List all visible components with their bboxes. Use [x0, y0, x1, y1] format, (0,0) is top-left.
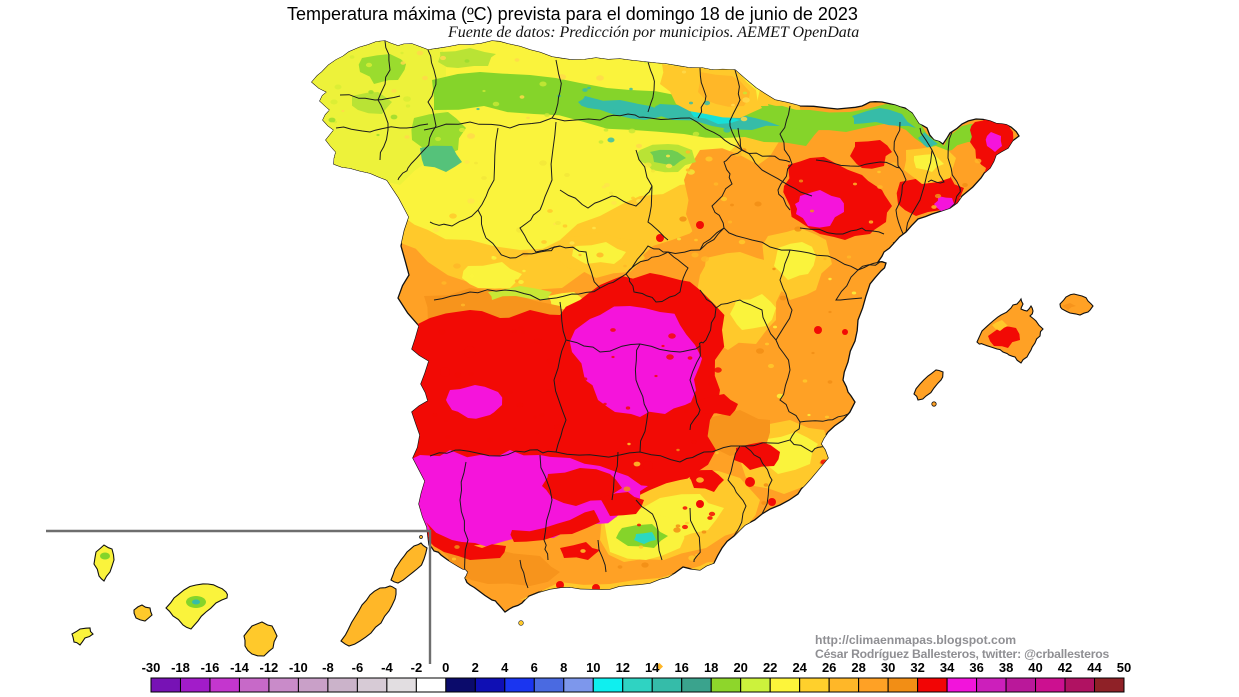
- svg-text:6: 6: [531, 660, 538, 675]
- svg-text:26: 26: [822, 660, 836, 675]
- svg-text:0: 0: [442, 660, 449, 675]
- svg-text:-8: -8: [322, 660, 334, 675]
- svg-text:34: 34: [940, 660, 955, 675]
- svg-text:44: 44: [1087, 660, 1102, 675]
- svg-text:12: 12: [616, 660, 630, 675]
- svg-text:18: 18: [704, 660, 718, 675]
- svg-text:-10: -10: [289, 660, 308, 675]
- svg-text:-30: -30: [142, 660, 161, 675]
- svg-text:-14: -14: [230, 660, 250, 675]
- svg-text:50: 50: [1117, 660, 1131, 675]
- svg-text:-2: -2: [411, 660, 423, 675]
- svg-text:24: 24: [792, 660, 807, 675]
- svg-text:-18: -18: [171, 660, 190, 675]
- svg-text:36: 36: [969, 660, 983, 675]
- svg-text:42: 42: [1058, 660, 1072, 675]
- svg-text:22: 22: [763, 660, 777, 675]
- svg-text:28: 28: [851, 660, 865, 675]
- svg-text:-16: -16: [201, 660, 220, 675]
- svg-text:-12: -12: [260, 660, 279, 675]
- svg-text:32: 32: [910, 660, 924, 675]
- svg-text:16: 16: [674, 660, 688, 675]
- svg-text:38: 38: [999, 660, 1013, 675]
- svg-text:10: 10: [586, 660, 600, 675]
- svg-text:14: 14: [645, 660, 660, 675]
- svg-text:-6: -6: [352, 660, 364, 675]
- svg-text:30: 30: [881, 660, 895, 675]
- svg-text:8: 8: [560, 660, 567, 675]
- svg-text:2: 2: [472, 660, 479, 675]
- svg-text:-4: -4: [381, 660, 393, 675]
- svg-text:4: 4: [501, 660, 509, 675]
- svg-text:40: 40: [1028, 660, 1042, 675]
- svg-text:20: 20: [733, 660, 747, 675]
